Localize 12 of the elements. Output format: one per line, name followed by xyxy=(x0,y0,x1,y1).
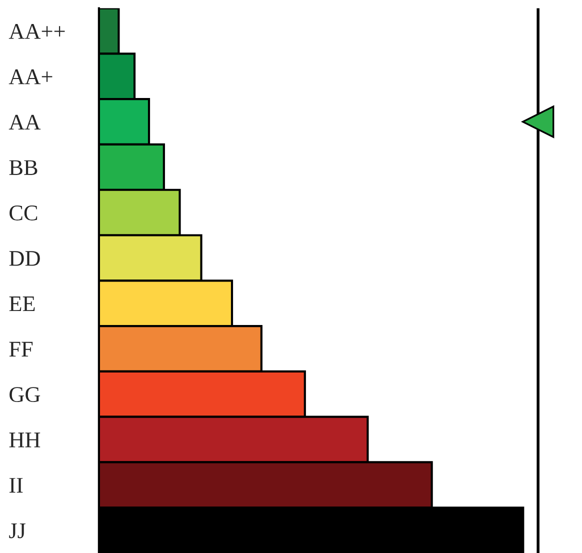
y-tick-label: GG xyxy=(10,387,40,402)
y-tick-label: HH xyxy=(9,432,40,448)
y-tick-label: AA++ xyxy=(8,24,65,39)
y-tick-label: EE xyxy=(9,296,35,312)
y-tick-label: JJ xyxy=(9,523,26,538)
y-tick-label: BB xyxy=(9,160,38,175)
y-tick-label: AA+ xyxy=(8,69,52,84)
y-tick-label: CC xyxy=(10,206,38,220)
y-tick-label: DD xyxy=(9,251,40,266)
y-tick-label: AA xyxy=(8,114,41,130)
y-tick-label: II xyxy=(9,478,23,493)
y-tick-label: FF xyxy=(9,342,33,356)
